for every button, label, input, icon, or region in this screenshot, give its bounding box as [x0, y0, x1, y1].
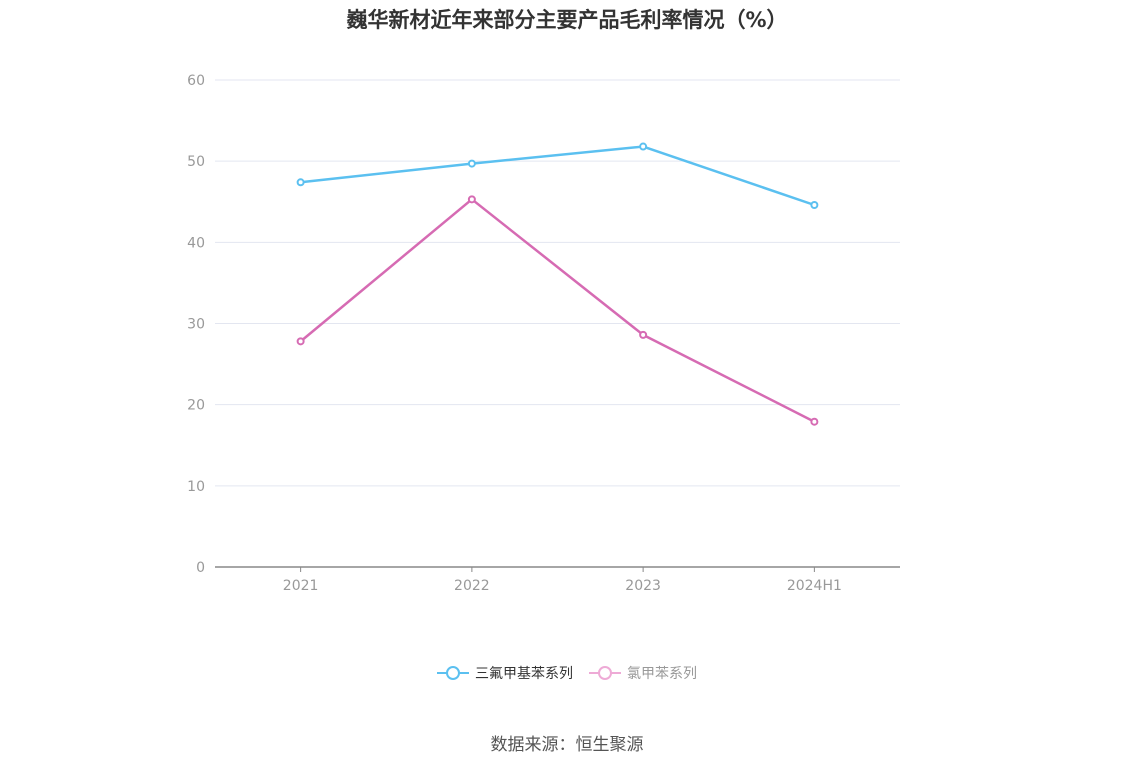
- data-point[interactable]: [296, 178, 305, 187]
- y-tick-label: 50: [187, 154, 205, 170]
- series-lines: [296, 142, 819, 426]
- y-tick-label: 40: [187, 235, 205, 251]
- legend-swatch-1: [589, 666, 621, 680]
- data-point[interactable]: [467, 159, 476, 168]
- y-tick-label: 0: [196, 560, 205, 576]
- legend-item-series-0[interactable]: 三氟甲基苯系列: [437, 663, 573, 683]
- data-point[interactable]: [639, 330, 648, 339]
- legend-swatch-0: [437, 666, 469, 680]
- data-point[interactable]: [810, 200, 819, 209]
- legend-item-series-1[interactable]: 氯甲苯系列: [589, 663, 697, 683]
- series-line-1: [299, 198, 815, 423]
- x-tick-label: 2021: [283, 578, 319, 594]
- legend-label-1: 氯甲苯系列: [627, 666, 697, 682]
- source-note: 数据来源：恒生聚源: [490, 735, 644, 755]
- x-tick-label: 2023: [625, 578, 661, 594]
- y-tick-label: 30: [187, 317, 205, 333]
- x-tick-label: 2024H1: [787, 578, 842, 594]
- y-tick-label: 10: [187, 479, 205, 495]
- chart-title: 巍华新材近年来部分主要产品毛利率情况（%）: [346, 8, 788, 32]
- axes: 0 10 20 30 40 50 60 2021 2022 2023 2024H1: [187, 73, 900, 594]
- data-point[interactable]: [296, 337, 305, 346]
- grid-lines: [215, 79, 900, 487]
- series-line-0: [300, 145, 815, 207]
- legend: 三氟甲基苯系列 氯甲苯系列: [0, 663, 1134, 683]
- data-point[interactable]: [810, 417, 819, 426]
- data-point[interactable]: [467, 195, 476, 204]
- y-tick-label: 60: [187, 73, 205, 89]
- legend-label-0: 三氟甲基苯系列: [475, 666, 573, 682]
- data-point[interactable]: [639, 142, 648, 151]
- x-tick-label: 2022: [454, 578, 490, 594]
- y-tick-label: 20: [187, 398, 205, 414]
